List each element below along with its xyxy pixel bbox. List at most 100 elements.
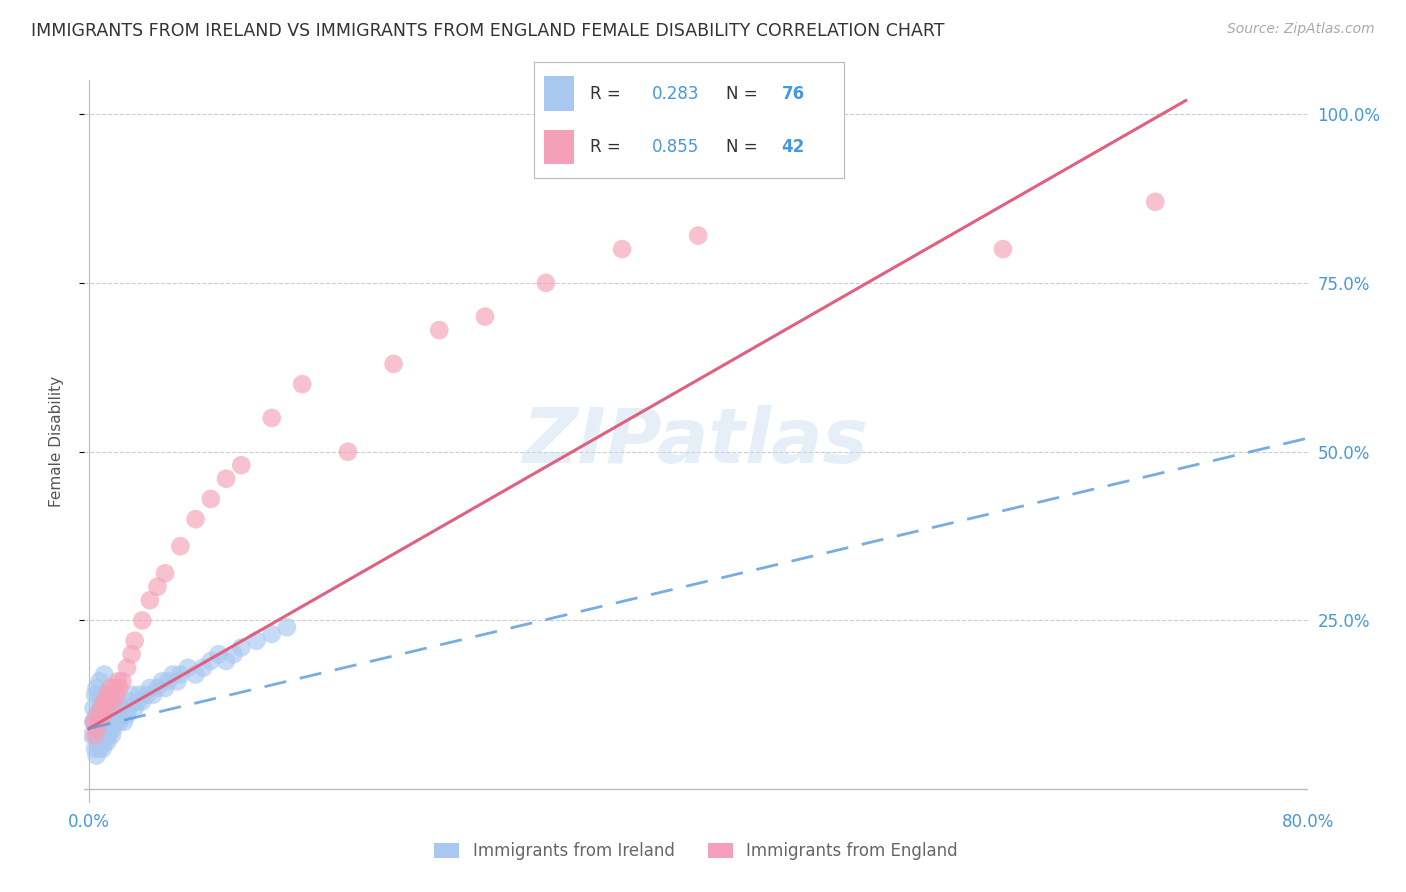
Point <box>84 728 107 742</box>
Point <box>135 688 157 702</box>
Point <box>157 674 180 689</box>
Text: IMMIGRANTS FROM IRELAND VS IMMIGRANTS FROM ENGLAND FEMALE DISABILITY CORRELATION: IMMIGRANTS FROM IRELAND VS IMMIGRANTS FR… <box>31 22 945 40</box>
Point <box>115 661 138 675</box>
Point <box>103 694 125 708</box>
Point <box>200 491 222 506</box>
Point <box>124 701 146 715</box>
Point <box>89 714 111 729</box>
Point <box>86 708 108 723</box>
Point <box>87 688 110 702</box>
Point <box>124 633 146 648</box>
Point <box>93 688 115 702</box>
Point <box>101 701 124 715</box>
Point <box>101 688 124 702</box>
Point <box>276 620 298 634</box>
Point <box>207 647 229 661</box>
Point <box>98 694 121 708</box>
Point <box>103 722 125 736</box>
Point <box>128 688 150 702</box>
Point <box>87 714 110 729</box>
Point <box>103 694 125 708</box>
Point <box>90 688 112 702</box>
Point <box>89 674 111 689</box>
Point <box>382 357 405 371</box>
Point <box>105 688 128 702</box>
Point <box>112 714 135 729</box>
Point <box>80 728 103 742</box>
Point <box>89 741 111 756</box>
Point <box>96 735 118 749</box>
Point <box>96 688 118 702</box>
Point <box>87 708 110 723</box>
Point <box>83 714 105 729</box>
Text: 76: 76 <box>782 85 804 103</box>
Point <box>86 748 108 763</box>
Point <box>142 688 165 702</box>
Point <box>534 276 557 290</box>
Point <box>231 458 253 472</box>
Point <box>104 714 127 729</box>
Point <box>427 323 450 337</box>
Point <box>169 667 191 681</box>
Point <box>139 593 162 607</box>
Text: R =: R = <box>591 85 626 103</box>
Point <box>291 377 314 392</box>
Point <box>90 701 112 715</box>
Point <box>162 667 184 681</box>
Text: N =: N = <box>725 138 763 156</box>
Point <box>1144 194 1167 209</box>
Point <box>177 661 200 675</box>
Text: ZIPatlas: ZIPatlas <box>523 405 869 478</box>
Point <box>101 728 124 742</box>
Point <box>108 714 131 729</box>
Point <box>91 722 114 736</box>
Point <box>91 741 114 756</box>
Point <box>153 566 176 581</box>
Point <box>84 741 107 756</box>
Point <box>96 708 118 723</box>
Point <box>127 694 149 708</box>
Point <box>110 708 132 723</box>
Point <box>121 647 143 661</box>
Point <box>260 411 283 425</box>
Point <box>93 708 115 723</box>
Point <box>111 701 134 715</box>
Point <box>83 714 105 729</box>
Point <box>91 694 114 708</box>
Point <box>108 681 131 695</box>
Point <box>150 674 173 689</box>
Point <box>115 708 138 723</box>
Point <box>93 694 115 708</box>
Point <box>169 539 191 553</box>
Point <box>98 722 121 736</box>
Text: 0.283: 0.283 <box>652 85 699 103</box>
Point <box>245 633 267 648</box>
Point <box>166 674 188 689</box>
Point <box>131 614 153 628</box>
Point <box>991 242 1014 256</box>
Point <box>688 228 710 243</box>
Text: 0.855: 0.855 <box>652 138 699 156</box>
Point <box>105 708 128 723</box>
Point <box>146 681 169 695</box>
Point <box>215 654 238 668</box>
Point <box>193 661 215 675</box>
Point <box>97 694 120 708</box>
Point <box>84 714 107 729</box>
Point <box>121 688 143 702</box>
Point <box>104 681 127 695</box>
Point <box>474 310 496 324</box>
Point <box>153 681 176 695</box>
Point <box>83 701 105 715</box>
Point <box>97 728 120 742</box>
Point <box>87 735 110 749</box>
Point <box>222 647 245 661</box>
Point <box>94 701 117 715</box>
Point <box>107 701 129 715</box>
Point <box>84 688 107 702</box>
FancyBboxPatch shape <box>544 129 575 164</box>
Point <box>90 735 112 749</box>
Point <box>90 714 112 729</box>
Point <box>200 654 222 668</box>
Legend: Immigrants from Ireland, Immigrants from England: Immigrants from Ireland, Immigrants from… <box>427 836 965 867</box>
